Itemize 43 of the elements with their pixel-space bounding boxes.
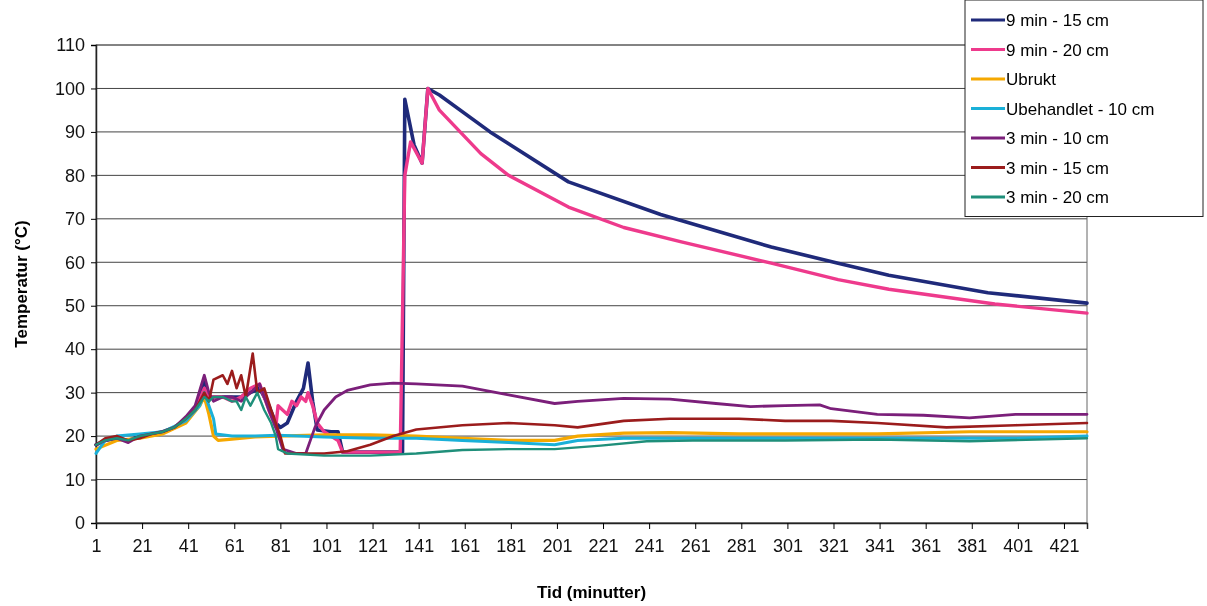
legend-label: 9 min - 15 cm <box>1006 11 1109 30</box>
legend-label: 3 min - 10 cm <box>1006 129 1109 148</box>
y-axis-title: Temperatur (°C) <box>12 220 31 348</box>
y-tick-label: 100 <box>54 78 85 99</box>
y-tick-label: 30 <box>64 382 85 403</box>
x-tick-label: 261 <box>680 535 711 556</box>
x-tick-label: 241 <box>634 535 665 556</box>
x-tick-label: 341 <box>865 535 896 556</box>
x-tick-label: 401 <box>1003 535 1034 556</box>
x-tick-label: 61 <box>224 535 245 556</box>
y-tick-label: 20 <box>64 426 85 447</box>
x-axis-title: Tid (minutter) <box>536 583 647 602</box>
legend-label: 3 min - 20 cm <box>1006 188 1109 207</box>
y-tick-label: 60 <box>64 252 85 273</box>
x-tick-label: 381 <box>957 535 988 556</box>
y-tick-label: 40 <box>64 339 85 360</box>
x-tick-label: 1 <box>91 535 102 556</box>
legend-label: Ubehandlet - 10 cm <box>1006 99 1155 119</box>
y-tick-label: 80 <box>64 165 85 186</box>
y-tick-label: 70 <box>64 209 85 230</box>
x-tick-label: 421 <box>1049 535 1080 556</box>
x-tick-label: 121 <box>358 535 389 556</box>
y-tick-label: 110 <box>56 35 85 56</box>
y-tick-label: 0 <box>74 513 85 534</box>
x-tick-label: 201 <box>542 535 573 556</box>
x-tick-label: 221 <box>588 535 619 556</box>
legend-label: 3 min - 15 cm <box>1006 158 1109 178</box>
x-tick-label: 181 <box>496 535 527 556</box>
x-tick-label: 81 <box>270 535 291 556</box>
legend-label: Ubrukt <box>1006 70 1057 89</box>
x-tick-label: 41 <box>178 535 199 556</box>
y-tick-label: 10 <box>64 469 85 490</box>
legend-label: 9 min - 20 cm <box>1006 40 1109 60</box>
x-tick-label: 101 <box>311 535 342 556</box>
x-tick-label: 321 <box>818 535 850 556</box>
x-tick-label: 161 <box>450 535 481 556</box>
y-tick-label: 90 <box>64 122 85 143</box>
x-tick-label: 21 <box>132 535 153 556</box>
x-tick-label: 141 <box>404 535 435 556</box>
x-tick-label: 361 <box>911 535 942 556</box>
y-tick-label: 50 <box>64 295 85 316</box>
x-tick-label: 301 <box>772 535 803 556</box>
x-tick-label: 281 <box>726 535 757 556</box>
